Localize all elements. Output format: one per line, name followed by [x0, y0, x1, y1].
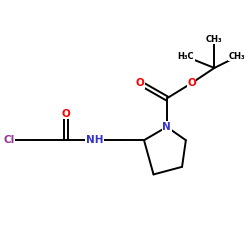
Text: CH₃: CH₃	[206, 35, 223, 44]
Text: O: O	[187, 78, 196, 88]
Text: O: O	[62, 108, 70, 118]
Text: H₃C: H₃C	[178, 52, 194, 61]
Text: NH: NH	[86, 135, 103, 145]
Text: N: N	[162, 122, 171, 132]
Text: Cl: Cl	[3, 135, 15, 145]
Text: O: O	[136, 78, 144, 88]
Text: CH₃: CH₃	[229, 52, 246, 61]
